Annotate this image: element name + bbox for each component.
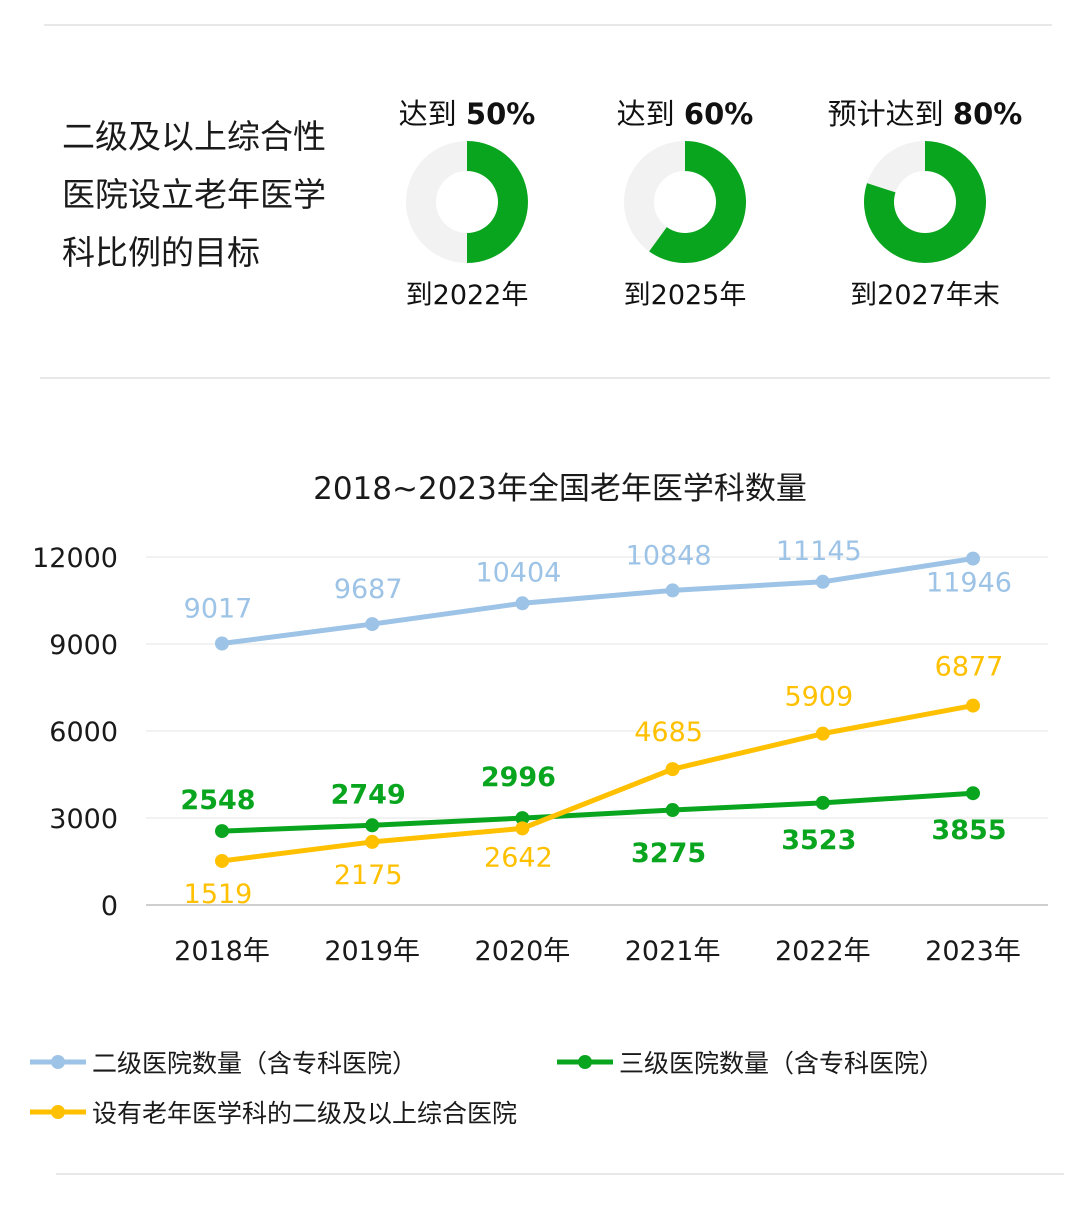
bottom-divider — [56, 1173, 1064, 1175]
target-section-title: 二级及以上综合性 医院设立老年医学 科比例的目标 — [62, 108, 362, 282]
series-tertiary-hospitals-line — [221, 790, 974, 834]
series-lines — [215, 551, 980, 868]
y-tick-label: 6000 — [49, 717, 118, 748]
data-label: 1519 — [184, 879, 253, 910]
data-point — [665, 762, 680, 777]
x-axis-ticks: 2018年 2019年 2020年 2021年 2022年 2023年 — [174, 936, 1021, 967]
data-label: 11145 — [776, 536, 862, 567]
data-label: 2642 — [484, 842, 553, 873]
data-point — [815, 574, 830, 589]
data-label: 3523 — [781, 825, 856, 856]
donut-chart-2022 — [406, 141, 528, 263]
y-axis-ticks: 0 3000 6000 9000 12000 — [32, 543, 118, 922]
target-label: 达到 60% — [575, 92, 795, 136]
data-label: 9017 — [184, 594, 253, 625]
legend-swatch-blue — [30, 1055, 86, 1069]
data-label: 10848 — [626, 540, 712, 571]
data-label: 9687 — [334, 574, 403, 605]
legend-swatch-green — [557, 1055, 613, 1069]
target-2025: 达到 60% 到2025年 — [575, 92, 795, 316]
target-prefix: 达到 — [616, 97, 684, 131]
x-tick-label: 2021年 — [625, 936, 721, 967]
target-label: 达到 50% — [357, 92, 577, 136]
chart-title: 2018~2023年全国老年医学科数量 — [313, 471, 807, 507]
data-label: 3855 — [931, 815, 1006, 846]
donut-fill — [649, 141, 746, 263]
data-label: 2749 — [331, 779, 406, 810]
legend-label: 三级医院数量（含专科医院） — [619, 1049, 945, 1078]
target-percent: 60% — [683, 97, 754, 131]
data-point — [215, 636, 229, 651]
target-2027: 预计达到 80% 到2027年末 — [815, 92, 1035, 316]
series-secondary-hospitals-line — [221, 556, 974, 646]
data-point — [365, 617, 380, 632]
legend-label: 二级医院数量（含专科医院） — [92, 1049, 418, 1078]
data-point — [365, 834, 380, 849]
data-point — [215, 824, 229, 839]
data-label: 5909 — [784, 682, 853, 713]
legend-label: 设有老年医学科的二级及以上综合医院 — [92, 1099, 518, 1128]
gridlines — [146, 556, 1048, 906]
data-point — [815, 795, 830, 810]
data-label: 3275 — [631, 838, 706, 869]
donut-chart-2025 — [624, 141, 746, 263]
target-percent: 80% — [952, 97, 1023, 131]
data-point — [215, 853, 229, 868]
data-label: 4685 — [634, 717, 703, 748]
data-point — [966, 786, 980, 801]
legend-item-geriatric-hospitals: 设有老年医学科的二级及以上综合医院 — [28, 1094, 517, 1130]
data-label: 10404 — [475, 557, 561, 588]
data-label: 6877 — [935, 652, 1004, 683]
data-label: 2548 — [180, 785, 255, 816]
data-point — [665, 803, 680, 818]
data-point — [966, 551, 980, 566]
target-prefix: 达到 — [398, 97, 466, 131]
x-tick-label: 2018年 — [174, 936, 270, 967]
y-tick-label: 12000 — [32, 543, 118, 574]
data-point — [665, 583, 680, 598]
data-point — [515, 821, 530, 836]
donut-fill — [467, 141, 528, 263]
target-deadline: 到2027年末 — [850, 280, 1000, 311]
legend-swatch-yellow — [30, 1105, 86, 1119]
data-labels: 9017 9687 10404 10848 11145 11946 2548 2749 2996… — [180, 536, 1012, 910]
data-label: 2996 — [481, 762, 556, 793]
target-prefix: 预计达到 — [827, 97, 953, 131]
x-tick-label: 2023年 — [925, 936, 1021, 967]
x-tick-label: 2020年 — [475, 936, 571, 967]
title-line-3: 科比例的目标 — [62, 233, 260, 272]
line-chart: 2018~2023年全国老年医学科数量 0 3000 6000 9000 12000 2… — [32, 471, 1048, 967]
series-geriatric-hospitals-line — [221, 703, 974, 864]
data-label: 2175 — [334, 860, 403, 891]
donut-chart-2027 — [864, 141, 986, 263]
title-line-2: 医院设立老年医学 — [62, 175, 326, 214]
target-deadline: 到2022年 — [405, 280, 529, 311]
y-tick-label: 9000 — [49, 630, 118, 661]
data-point — [515, 596, 530, 611]
data-label: 11946 — [926, 568, 1012, 599]
data-point — [966, 698, 980, 713]
y-tick-label: 0 — [101, 891, 118, 922]
legend-item-tertiary-hospitals: 三级医院数量（含专科医院） — [555, 1044, 944, 1080]
target-deadline: 到2025年 — [623, 280, 747, 311]
x-tick-label: 2019年 — [324, 936, 420, 967]
data-point — [815, 726, 830, 741]
target-2022: 达到 50% 到2022年 — [357, 92, 577, 316]
donut-fill — [864, 141, 986, 263]
x-tick-label: 2022年 — [775, 936, 871, 967]
middle-divider — [40, 377, 1050, 379]
data-point — [365, 818, 380, 833]
target-percent: 50% — [465, 97, 536, 131]
title-line-1: 二级及以上综合性 — [62, 117, 326, 156]
top-divider — [44, 24, 1052, 26]
y-tick-label: 3000 — [49, 804, 118, 835]
target-label: 预计达到 80% — [815, 92, 1035, 136]
legend-item-secondary-hospitals: 二级医院数量（含专科医院） — [28, 1044, 417, 1080]
data-point — [515, 811, 530, 826]
